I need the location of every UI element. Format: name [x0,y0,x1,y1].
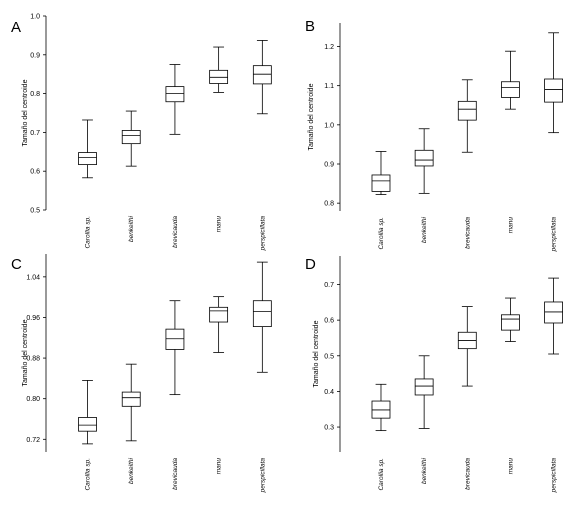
y-tick-label: 1.1 [324,83,334,90]
y-tick-label: 1.0 [324,122,334,129]
y-tick-label: 0.4 [324,389,334,396]
y-tick-label: 1.0 [30,14,40,21]
y-tick-label: 0.5 [30,208,40,215]
box-1 [414,355,434,429]
box-2 [457,306,477,387]
y-tick-label: 0.6 [30,169,40,176]
iqr-box [457,100,477,121]
y-tick-label: 0.80 [26,396,40,403]
iqr-box [414,378,434,396]
y-axis-label: Tamaño del centroide [22,79,29,146]
category-label: Carollia sp. [378,217,385,250]
box-4 [544,32,563,134]
category-label: perspicillata [551,458,558,494]
iqr-box [544,78,563,103]
iqr-box [165,86,185,103]
y-tick-label: 0.9 [324,162,334,169]
category-label: Carollia sp. [85,458,92,491]
y-tick-label: 0.5 [324,353,334,360]
box-3 [209,296,229,353]
box-1 [414,128,434,194]
y-axis-label: Tamaño del centroide [308,83,315,150]
box-2 [457,79,477,153]
y-tick-label: 0.88 [26,356,40,363]
y-tick-label: 1.04 [26,274,40,281]
category-label: Carollia sp. [378,458,385,491]
iqr-box [501,81,520,98]
category-label: benkeithi [421,457,428,484]
iqr-box [252,65,272,85]
category-label: manu [507,217,514,234]
box-1 [121,363,141,442]
iqr-box [371,174,391,192]
iqr-box [165,328,185,350]
iqr-box [121,130,141,145]
box-3 [501,297,520,342]
y-tick-label: 0.6 [324,318,334,325]
y-axis-label: Tamaño del centroide [22,319,29,386]
box-1 [121,110,141,167]
box-2 [165,64,185,135]
box-0 [371,151,391,195]
panel-label: D [305,256,316,273]
iqr-box [209,306,229,323]
box-3 [209,46,229,93]
y-tick-label: 0.8 [324,201,334,208]
category-label: benkeithi [128,457,135,484]
iqr-box [121,391,141,407]
panel-d: D 0.3 0.4 0.5 0.6 0.7 Tamaño del centroide Caro… [305,256,563,493]
box-4 [252,261,272,373]
category-label: manu [216,216,223,233]
y-tick-label: 0.3 [324,425,334,432]
y-axis-label: Tamaño del centroide [313,320,320,387]
box-0 [78,119,97,179]
iqr-box [78,152,97,166]
iqr-box [501,314,520,331]
category-label: Carollia sp. [85,216,92,249]
y-tick-label: 0.96 [26,315,40,322]
category-label: benkeithi [128,215,135,242]
box-0 [371,383,391,432]
category-label: benkeithi [421,216,428,243]
panel-label: C [11,256,22,273]
y-tick-label: 0.7 [324,282,334,289]
iqr-box [414,149,434,167]
panel-c: C 0.72 0.80 0.88 0.96 1.04 Tamaño del centroid… [11,254,272,494]
panel-label: B [305,18,315,35]
panel-label: A [11,19,21,36]
category-label: brevicauda [172,216,179,248]
iqr-box [252,300,272,328]
y-tick-label: 0.72 [26,437,40,444]
iqr-box [544,301,563,324]
y-tick-label: 0.7 [30,130,40,137]
y-tick-label: 0.8 [30,91,40,98]
category-label: manu [216,458,223,475]
category-label: brevicauda [464,217,471,249]
category-label: perspicillata [259,458,266,494]
panel-b: B 0.8 0.9 1.0 1.1 1.2 Tamaño del centroide Caro… [305,18,563,252]
category-label: perspicillata [259,216,266,252]
category-label: brevicauda [172,458,179,490]
y-tick-label: 0.9 [30,52,40,59]
box-3 [501,50,520,110]
category-label: brevicauda [464,458,471,490]
category-label: perspicillata [551,217,558,253]
box-2 [165,300,185,396]
category-label: manu [507,458,514,475]
box-0 [78,380,97,445]
iqr-box [78,417,97,432]
box-4 [544,277,563,355]
panel-a: A 0.5 0.6 0.7 0.8 0.9 1.0 Tamaño del centroide C… [11,14,272,252]
y-tick-label: 1.2 [324,44,334,51]
box-4 [252,40,272,115]
